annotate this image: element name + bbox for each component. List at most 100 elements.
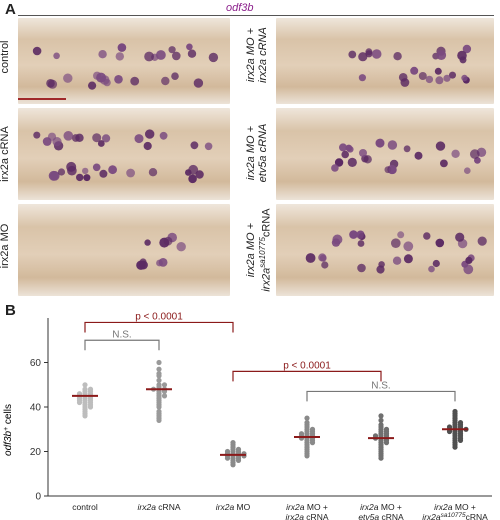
data-point [224, 448, 231, 455]
label-irx2a-mo: irx2a MO [0, 223, 11, 269]
stained-cell [163, 236, 173, 246]
stained-cell [63, 131, 74, 141]
stained-cell [339, 143, 347, 152]
comparison-bracket [84, 339, 160, 351]
data-point [156, 373, 162, 379]
stained-cell [53, 52, 60, 60]
data-point [156, 417, 162, 423]
stained-cell [332, 234, 343, 245]
stained-cell [32, 46, 42, 56]
data-point [82, 382, 88, 388]
micrograph-mo-plus-sa10775-crna [276, 204, 494, 296]
stained-cell [356, 231, 364, 239]
x-tick-label: irx2a MO + [286, 502, 328, 512]
micrograph-mo-plus-irx2a-crna [276, 18, 494, 104]
stained-cell [82, 167, 89, 175]
data-point [383, 440, 390, 446]
stained-cell [88, 81, 97, 90]
data-point [304, 453, 310, 459]
stained-cell [435, 76, 444, 85]
label-r2-line1: irx2a MO + [245, 125, 257, 181]
panel-b-letter: B [5, 302, 16, 319]
x-tick-label: irx2a cRNA [286, 512, 329, 520]
stained-cell [398, 73, 408, 82]
stained-cell [126, 168, 135, 178]
stained-cell [345, 144, 353, 152]
cell-count-chart: odf3b+ cells 0 20 40 60 N.S. p < 0.0001 p < 0… [3, 311, 492, 520]
y-tick-label: 20 [30, 447, 42, 458]
stained-cell [76, 173, 84, 182]
data-point [304, 415, 310, 421]
stained-cell [168, 46, 176, 54]
data-point [309, 440, 316, 446]
data-point [224, 455, 231, 461]
stained-cell [435, 141, 446, 151]
micrograph-control [18, 18, 230, 104]
stained-cell [318, 253, 327, 262]
comparison-bracket [306, 390, 456, 402]
gene-title: odf3b [226, 2, 254, 14]
stained-cell [130, 76, 140, 86]
x-tick-label: etv5a cRNA [358, 512, 404, 520]
stained-cell [403, 241, 414, 252]
stained-cell [436, 50, 447, 60]
stained-cell [435, 238, 445, 248]
stained-cell [464, 167, 471, 174]
comparison-label: p < 0.0001 [135, 311, 183, 322]
stained-cell [397, 231, 405, 239]
stained-cell [143, 141, 152, 151]
data-point [161, 393, 168, 399]
label-mo-plus-etv5a-crna: irx2a MO + etv5a cRNA [245, 115, 271, 191]
stained-cell [75, 133, 84, 142]
stained-cell [97, 140, 105, 147]
stained-cell [359, 149, 367, 157]
x-tick-label: control [72, 502, 98, 512]
stained-cell [134, 134, 144, 144]
stained-cell [159, 131, 168, 140]
stained-cell [462, 44, 472, 54]
label-r1-line1: irx2a MO + [245, 27, 257, 83]
x-tick-label: irx2a cRNA [138, 502, 181, 512]
data-point [156, 366, 162, 372]
stained-cell [117, 43, 127, 52]
stained-cell [99, 169, 108, 178]
stained-cell [349, 230, 358, 239]
stained-cell [161, 76, 170, 86]
comparison-label: N.S. [371, 380, 390, 391]
x-tick-label: irx2a MO + [434, 502, 476, 512]
data-point [230, 462, 236, 468]
data-point [457, 437, 464, 443]
stained-cell [67, 165, 77, 176]
label-mo-plus-sa10775-crna: irx2a MO + irx2asa10775cRNA [245, 207, 273, 293]
stained-cell [190, 141, 199, 150]
stained-cell [92, 163, 101, 172]
y-tick-label: 0 [35, 492, 41, 503]
stained-cell [42, 137, 52, 146]
stained-cell [393, 52, 402, 61]
stained-cell [461, 74, 468, 82]
stained-cell [47, 79, 58, 89]
label-mo-plus-irx2a-crna: irx2a MO + irx2a cRNA [245, 17, 271, 93]
stained-cell [457, 50, 467, 61]
stained-cell [425, 75, 434, 84]
data-point [76, 399, 83, 406]
stained-cell [144, 51, 154, 62]
stained-cell [428, 265, 435, 273]
stained-cell [357, 240, 365, 247]
stained-cell [465, 256, 473, 264]
stained-cell [52, 137, 62, 147]
stained-cell [387, 140, 398, 150]
stained-cell [451, 149, 460, 158]
stained-cell [144, 239, 151, 246]
stained-cell [187, 49, 197, 58]
stained-cell [410, 66, 419, 75]
data-point [156, 377, 162, 383]
stained-cell [57, 168, 66, 176]
micrograph-mo-plus-etv5a-crna [276, 108, 494, 200]
data-point [82, 413, 88, 419]
data-point [452, 444, 458, 450]
stained-cell [114, 75, 123, 84]
data-point [378, 417, 384, 423]
stained-cell [455, 232, 465, 242]
stained-cell [145, 129, 155, 139]
